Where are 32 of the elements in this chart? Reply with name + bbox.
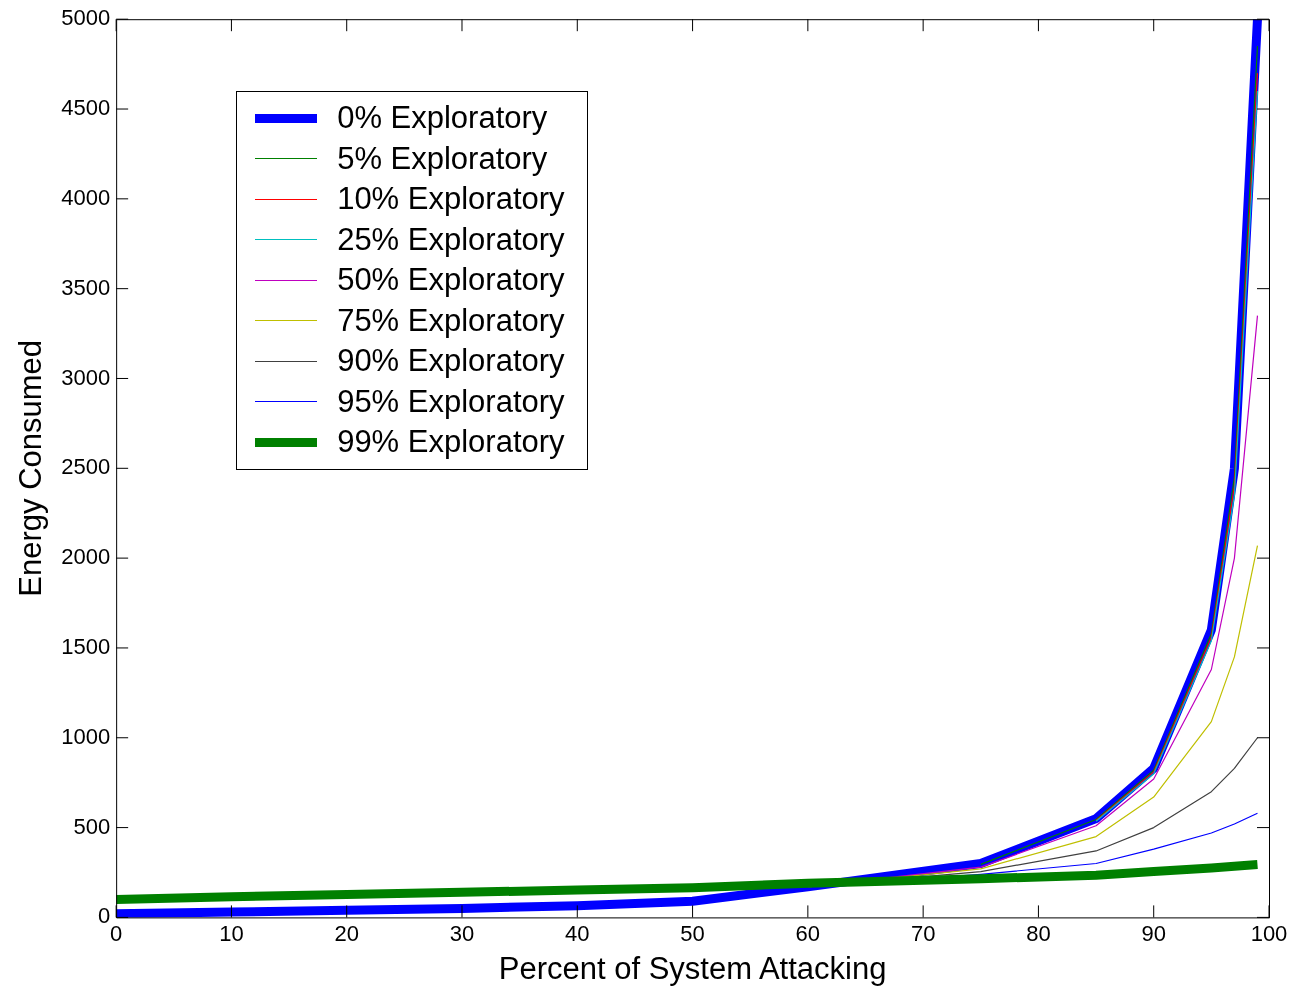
legend-label: 50% Exploratory <box>337 262 565 299</box>
legend-label: 10% Exploratory <box>337 181 565 218</box>
x-tick-label: 40 <box>565 920 590 946</box>
legend-label: 75% Exploratory <box>337 302 565 339</box>
legend-label: 0% Exploratory <box>337 100 548 137</box>
legend-label: 90% Exploratory <box>337 343 565 380</box>
y-tick-label: 4000 <box>61 184 111 210</box>
y-tick-label: 1000 <box>61 723 111 749</box>
x-tick-label: 50 <box>680 920 705 946</box>
y-tick-label: 3000 <box>61 364 111 390</box>
x-tick-label: 90 <box>1141 920 1166 946</box>
x-axis-title: Percent of System Attacking <box>498 950 887 986</box>
y-axis-title: Energy Consumed <box>13 339 49 597</box>
x-tick-label: 70 <box>910 920 936 946</box>
x-tick-label: 100 <box>1250 920 1288 946</box>
x-tick-label: 20 <box>334 920 359 946</box>
y-tick-label: 3500 <box>61 274 111 300</box>
y-tick-label: 0 <box>97 903 111 929</box>
legend-label: 99% Exploratory <box>337 424 565 461</box>
y-tick-label: 5000 <box>61 5 111 31</box>
x-tick-label: 60 <box>795 920 821 946</box>
legend-label: 5% Exploratory <box>337 140 548 177</box>
legend-label: 95% Exploratory <box>337 383 565 420</box>
y-tick-label: 2500 <box>61 454 111 480</box>
x-tick-label: 80 <box>1026 920 1051 946</box>
y-tick-label: 2000 <box>61 544 111 570</box>
x-tick-label: 10 <box>219 920 244 946</box>
y-tick-label: 500 <box>73 813 111 839</box>
legend-label: 25% Exploratory <box>337 221 565 258</box>
x-tick-label: 30 <box>449 920 475 946</box>
y-tick-label: 1500 <box>61 634 111 659</box>
y-tick-label: 4500 <box>61 95 111 121</box>
